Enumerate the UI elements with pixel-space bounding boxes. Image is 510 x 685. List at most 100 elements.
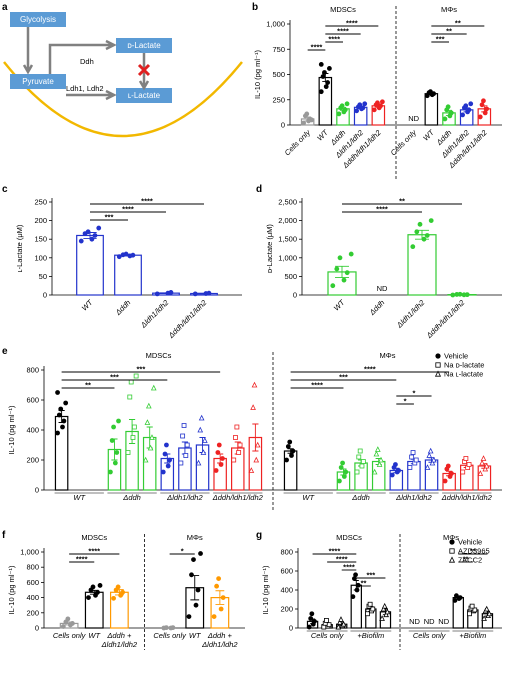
data-point	[448, 110, 454, 116]
significance-label: ****	[337, 27, 349, 36]
y-tick-label: 500	[272, 70, 285, 79]
data-point	[218, 606, 224, 612]
data-point	[85, 229, 91, 235]
data-point	[233, 435, 238, 440]
data-point	[450, 292, 456, 298]
data-point	[318, 62, 324, 67]
y-axis-label: IL-10 (pg ml⁻¹)	[253, 50, 262, 99]
y-tick-label: 1,000	[20, 548, 39, 557]
data-point	[463, 456, 469, 461]
significance-label: **	[85, 381, 91, 390]
y-tick-label: 750	[272, 45, 285, 54]
x-tick-label: WT	[188, 631, 201, 640]
data-point	[251, 381, 258, 388]
data-point	[383, 611, 390, 618]
data-point	[421, 236, 427, 242]
value-label: ND	[424, 617, 435, 626]
data-point	[236, 450, 242, 455]
x-tick-label: Δldh1/ldh2	[396, 493, 432, 502]
y-tick-label: 0	[293, 291, 297, 300]
panel-label: f	[2, 530, 6, 541]
data-point	[457, 291, 463, 297]
data-point	[178, 460, 184, 466]
data-point	[365, 611, 370, 617]
data-point	[486, 610, 493, 617]
data-point	[429, 459, 436, 466]
data-point	[127, 394, 133, 400]
x-tick-label: WT	[80, 297, 96, 313]
data-point	[348, 251, 354, 257]
significance-label: **	[463, 555, 469, 564]
data-point	[163, 625, 169, 631]
data-point	[56, 412, 62, 418]
data-point	[483, 605, 490, 612]
arrow	[22, 27, 34, 75]
data-point	[89, 236, 95, 242]
data-point	[357, 102, 363, 108]
data-point	[424, 233, 430, 238]
data-point	[424, 464, 431, 470]
x-tick-label: Δddh + Δldh1/ldh2	[101, 631, 138, 649]
x-tick-label: +Biofilm	[459, 631, 487, 640]
significance-label: *	[412, 389, 415, 398]
data-point	[477, 470, 484, 476]
value-label: ND	[438, 617, 449, 626]
value-label: ND	[409, 617, 420, 626]
data-point	[480, 455, 487, 461]
y-tick-label: 0	[281, 121, 285, 130]
node-label: ʟ-Lactate	[128, 91, 161, 100]
data-point	[466, 462, 472, 467]
significance-label: ****	[343, 563, 355, 572]
data-point	[78, 238, 84, 244]
data-point	[469, 603, 475, 609]
data-point	[355, 582, 361, 588]
data-point	[324, 618, 329, 623]
data-point	[479, 459, 485, 466]
group-label: MDSCs	[330, 5, 356, 14]
data-point	[343, 469, 349, 475]
y-tick-label: 250	[34, 198, 47, 207]
data-point	[380, 605, 387, 612]
data-point	[96, 225, 102, 231]
y-tick-label: 2,000	[278, 216, 297, 225]
data-point	[379, 615, 385, 621]
data-point	[445, 463, 451, 469]
data-point	[231, 457, 237, 463]
data-point	[354, 587, 360, 593]
legend-label: 7ACC2	[458, 556, 482, 565]
data-point	[409, 454, 415, 460]
data-point	[142, 456, 149, 463]
legend-marker	[434, 370, 442, 377]
data-point	[184, 442, 190, 448]
data-point	[344, 270, 350, 276]
panel-label: g	[256, 530, 262, 541]
data-point	[427, 447, 434, 454]
block-mark	[137, 63, 151, 77]
data-point	[130, 252, 136, 258]
bar	[114, 254, 142, 296]
significance-label: ****	[346, 19, 358, 28]
data-point	[165, 463, 171, 469]
value-label: ND	[408, 114, 419, 123]
data-point	[116, 418, 121, 424]
data-point	[396, 468, 401, 473]
panel-label: e	[2, 346, 8, 357]
x-tick-label: Δddh/ldh1/ldh2	[424, 297, 467, 340]
y-tick-label: 400	[26, 426, 39, 435]
significance-label: ****	[376, 205, 388, 214]
data-point	[216, 442, 222, 448]
significance-label: **	[470, 547, 476, 556]
y-tick-label: 0	[35, 486, 39, 495]
error-bar	[335, 265, 349, 278]
significance-label: ****	[122, 205, 134, 214]
data-point	[341, 474, 347, 479]
x-tick-label: Δddh	[352, 493, 370, 502]
significance-label: ***	[105, 213, 114, 222]
data-point	[393, 462, 398, 467]
data-point	[92, 233, 98, 238]
data-point	[193, 602, 199, 608]
data-point	[130, 435, 136, 440]
y-tick-label: 600	[26, 396, 39, 405]
data-point	[170, 625, 176, 631]
data-point	[336, 111, 342, 117]
